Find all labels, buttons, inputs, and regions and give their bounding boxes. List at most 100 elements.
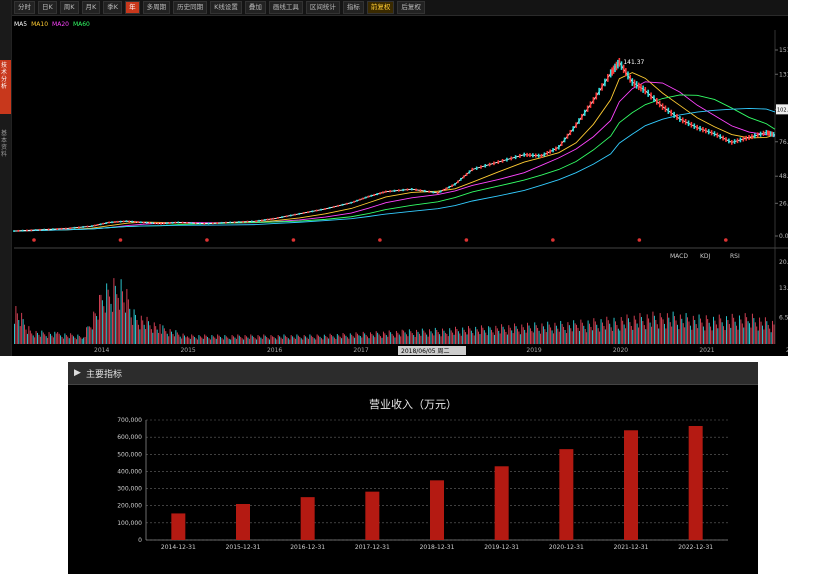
toolbar-item-6[interactable]: 多周期 — [142, 1, 171, 14]
candle — [432, 191, 435, 194]
x-year-label: 2016 — [267, 347, 282, 354]
volume-bar — [769, 328, 771, 344]
event-marker[interactable] — [724, 238, 728, 242]
revenue-bar — [430, 480, 444, 540]
ma-line-0 — [13, 72, 776, 232]
volume-bar — [247, 337, 249, 344]
volume-bar — [400, 336, 402, 344]
volume-bar — [450, 330, 452, 344]
candle — [108, 221, 110, 224]
toolbar-item-5[interactable]: 年 — [125, 1, 140, 14]
volume-bar — [737, 329, 739, 344]
volume-bar — [508, 325, 510, 344]
candle — [160, 222, 162, 225]
candle — [21, 229, 24, 232]
event-marker[interactable] — [291, 238, 296, 242]
volume-bar — [362, 331, 364, 344]
volume-bar — [459, 333, 461, 344]
toolbar-item-9[interactable]: 叠加 — [244, 1, 266, 14]
toolbar-item-11[interactable]: 区间统计 — [305, 1, 340, 14]
event-marker[interactable] — [378, 238, 382, 242]
side-tab-label-1[interactable]: 基本资料 — [1, 130, 8, 158]
volume-bar — [270, 335, 272, 344]
volume-bar — [381, 337, 383, 344]
kline-canvas[interactable]: 151.00131.31102.8276.5148.5426.540.00102… — [0, 0, 788, 356]
volume-bar — [332, 336, 334, 344]
volume-bar — [44, 334, 46, 344]
volume-bar — [129, 308, 131, 344]
toolbar-item-1[interactable]: 日K — [38, 1, 57, 14]
volume-bar — [721, 322, 723, 344]
volume-bar — [271, 336, 273, 344]
candle — [514, 155, 517, 160]
volume-bar — [267, 338, 269, 344]
volume-bar — [662, 319, 664, 344]
volume-bar — [714, 320, 716, 344]
toolbar-item-2[interactable]: 周K — [59, 1, 79, 14]
volume-bar — [109, 296, 111, 344]
event-marker[interactable] — [551, 238, 555, 242]
candle — [382, 191, 384, 194]
event-marker[interactable] — [32, 238, 36, 242]
volume-bar — [506, 334, 508, 344]
volume-bar — [557, 328, 559, 344]
toolbar-item-4[interactable]: 季K — [103, 1, 123, 14]
volume-bar — [685, 313, 687, 344]
candle — [142, 221, 145, 224]
panel-header[interactable]: ▶ 主要指标 — [68, 362, 758, 385]
toolbar-item-12[interactable]: 指标 — [342, 1, 364, 14]
toolbar-item-10[interactable]: 画线工具 — [268, 1, 303, 14]
volume-bar — [117, 297, 119, 344]
toolbar-item-14[interactable]: 后复权 — [397, 1, 425, 14]
volume-bar — [161, 333, 162, 344]
toolbar-item-0[interactable]: 分时 — [14, 1, 35, 14]
volume-bar — [664, 323, 665, 344]
volume-bar — [63, 338, 64, 344]
event-marker[interactable] — [205, 238, 209, 242]
volume-bar — [42, 332, 44, 344]
volume-bar — [152, 332, 154, 344]
volume-bar — [434, 327, 436, 344]
volume-bar — [583, 325, 585, 344]
volume-bar — [429, 329, 430, 344]
volume-bar — [501, 324, 503, 344]
toolbar-item-3[interactable]: 月K — [81, 1, 101, 14]
volume-bar — [544, 329, 546, 344]
volume-bar — [576, 324, 578, 344]
volume-bar — [413, 335, 415, 344]
volume-bar — [130, 317, 132, 344]
indicator-button-1[interactable]: KDJ — [700, 253, 711, 260]
candle — [581, 113, 583, 120]
event-marker[interactable] — [464, 238, 469, 242]
volume-bar — [197, 339, 198, 344]
toolbar-item-7[interactable]: 历史同期 — [173, 1, 208, 14]
volume-bar — [691, 329, 693, 344]
candle — [174, 221, 177, 224]
volume-bar — [393, 335, 394, 344]
volume-bar — [365, 334, 367, 344]
volume-bar — [710, 326, 712, 344]
side-tab-label-0[interactable]: 技术分析 — [1, 62, 8, 90]
candle — [43, 228, 46, 231]
event-marker[interactable] — [118, 238, 123, 242]
volume-bar — [57, 332, 59, 344]
toolbar-item-8[interactable]: K线设置 — [210, 1, 242, 14]
volume-bar — [596, 324, 598, 344]
candle — [566, 133, 569, 139]
volume-bar — [578, 331, 580, 344]
indicator-button-0[interactable]: MACD — [670, 253, 688, 260]
candle — [611, 67, 613, 76]
x-year-label: 2021 — [699, 347, 714, 354]
candle — [96, 223, 99, 226]
volume-axis-label: 6.55万 — [779, 314, 788, 321]
toolbar-item-13[interactable]: 前复权 — [366, 1, 395, 14]
volume-bar — [135, 314, 136, 344]
indicator-button-2[interactable]: RSI — [730, 253, 740, 260]
collapse-toggle-icon[interactable]: ▶ — [74, 368, 81, 378]
volume-bar — [246, 336, 247, 344]
stock-terminal: 技术分析基本资料 分时 日K 周K 月K 季K 年多周期 历史同期 K线设置 叠加 画线工具 区间统… — [0, 0, 788, 356]
event-marker[interactable] — [637, 238, 642, 242]
volume-bar — [142, 320, 144, 344]
side-tab-tech[interactable] — [0, 60, 11, 114]
volume-bar — [380, 336, 381, 344]
